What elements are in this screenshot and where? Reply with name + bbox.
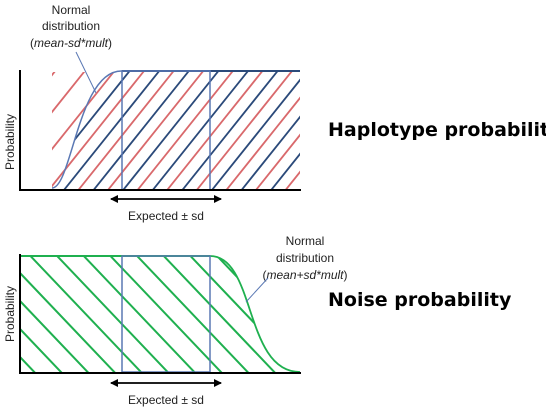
noise-title: Noise probability [328,289,512,311]
noise-note-line1: Normal [286,234,325,248]
green-hatch-line [20,256,300,372]
red-hatch-line [0,50,546,409]
red-hatch-line [77,72,174,190]
green-hatch-line [20,256,300,372]
haplotype-title: Haplotype probability [328,119,546,141]
red-hatch-line [52,72,145,188]
green-hatch-line [20,256,300,372]
noise-sigmoid-curve [209,255,301,373]
navy-hatch-line [52,70,300,190]
green-hatch-line [20,256,300,372]
navy-hatch-line [52,70,300,190]
haplotype-note-pointer [75,51,97,94]
haplotype-sigmoid-curve [51,70,123,189]
red-hatch-line [52,72,115,151]
green-hatch-line [20,256,300,372]
green-hatch-line [20,256,300,372]
haplotype-note-line1: Normal [52,3,91,17]
haplotype-y-label: Probability [3,114,17,170]
noise-note-line2: distribution [276,251,334,265]
navy-hatch-line [52,70,300,190]
noise-expected-label: Expected ± sd [128,393,204,407]
noise-y-label: Probability [3,286,17,342]
haplotype-note-line3: (mean-sd*mult) [30,36,112,50]
green-hatch-line [20,256,300,372]
navy-hatch-line [0,217,546,409]
noise-note-line3: (mean+sd*mult) [262,268,347,282]
haplotype-note-line2: distribution [42,19,100,33]
noise-note-pointer [245,277,269,303]
green-hatch-line [20,256,300,372]
haplotype-expected-label: Expected ± sd [128,209,204,223]
